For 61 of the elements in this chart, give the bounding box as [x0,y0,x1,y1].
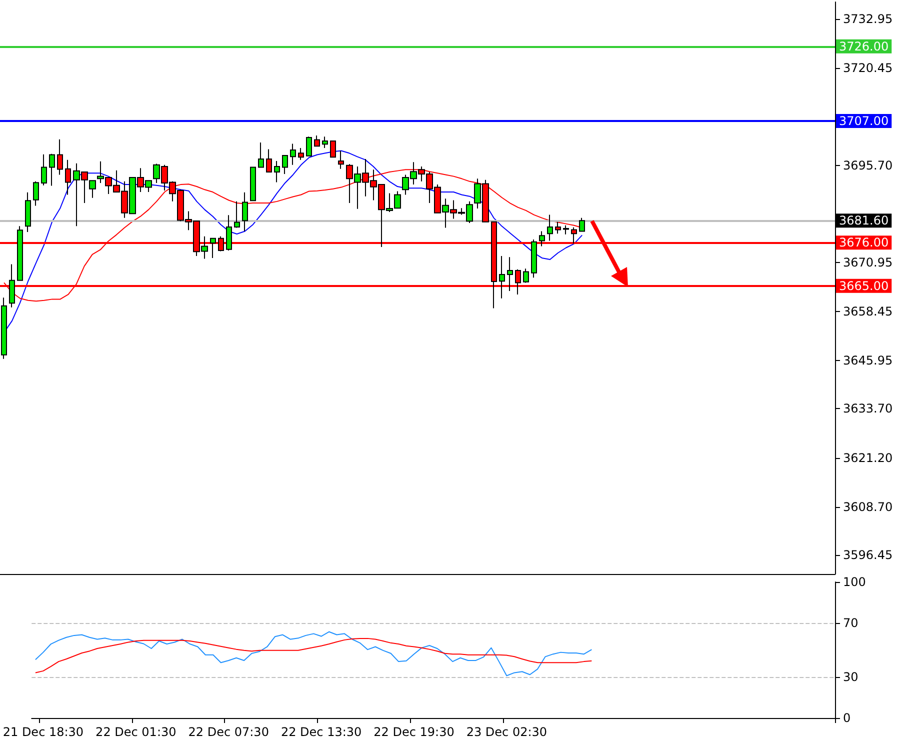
y-tick-label: 70 [843,616,858,630]
y-tick-label: 3621.20 [843,450,893,465]
candlestick [555,221,561,234]
ref-line-label: 3681.60 [839,214,889,228]
y-tick-label: 100 [843,575,866,589]
candlestick [507,256,513,292]
candlestick [57,138,63,176]
candlestick [9,264,15,308]
candlestick [330,140,336,158]
y-tick-label: 3670.95 [843,255,893,270]
line-series [34,631,592,676]
candlestick [250,166,256,202]
candlestick [234,200,240,228]
candlestick [539,230,545,247]
candlestick [274,160,280,183]
y-tick-label: 3695.70 [843,158,893,172]
y-tick-label: 3732.95 [843,12,893,26]
candlestick [547,214,553,242]
candlestick [531,239,537,278]
y-tick-label: 3596.45 [843,548,893,562]
y-tick-label: 3633.70 [843,402,893,416]
candlestick [25,192,31,233]
candlestick [306,136,312,156]
y-tick-label: 3608.70 [843,500,893,514]
y-tick-label: 0 [843,711,851,725]
candlestick [242,192,248,232]
candlestick [523,268,529,284]
x-tick-label: 23 Dec 02:30 [466,725,548,738]
x-tick-label: 22 Dec 19:30 [374,725,454,738]
candlestick [298,148,304,160]
candlestick [290,143,296,166]
candlestick [49,153,55,186]
candlestick [41,154,47,186]
candlestick [338,150,344,170]
candlestick [563,224,569,235]
y-tick-label: 30 [843,670,858,684]
candlestick [226,214,232,252]
ref-line-label: 3707.00 [839,114,889,128]
ref-line-label: 3665.00 [839,278,889,293]
candlestick [258,142,264,168]
line-series [34,638,592,674]
x-tick-label: 21 Dec 18:30 [2,725,84,738]
ref-line-label: 3676.00 [839,236,889,250]
candlestick [65,159,71,196]
x-tick-label: 22 Dec 01:30 [96,725,176,738]
candlestick [210,238,216,258]
candlestick [266,148,272,172]
y-tick-label: 3658.45 [843,304,893,319]
candlestick [579,217,585,232]
candlestick [33,180,39,206]
y-tick-label: 3720.45 [843,61,893,76]
candlestick [1,297,7,360]
candlestick [314,134,320,147]
y-tick-label: 3645.95 [843,354,893,368]
candlestick [499,256,505,299]
candlestick [282,155,288,174]
ref-line-label: 3726.00 [839,39,889,54]
x-tick-label: 22 Dec 13:30 [280,725,362,738]
candlestick [17,226,23,281]
candlestick [322,136,328,149]
x-tick-label: 22 Dec 07:30 [188,725,269,738]
